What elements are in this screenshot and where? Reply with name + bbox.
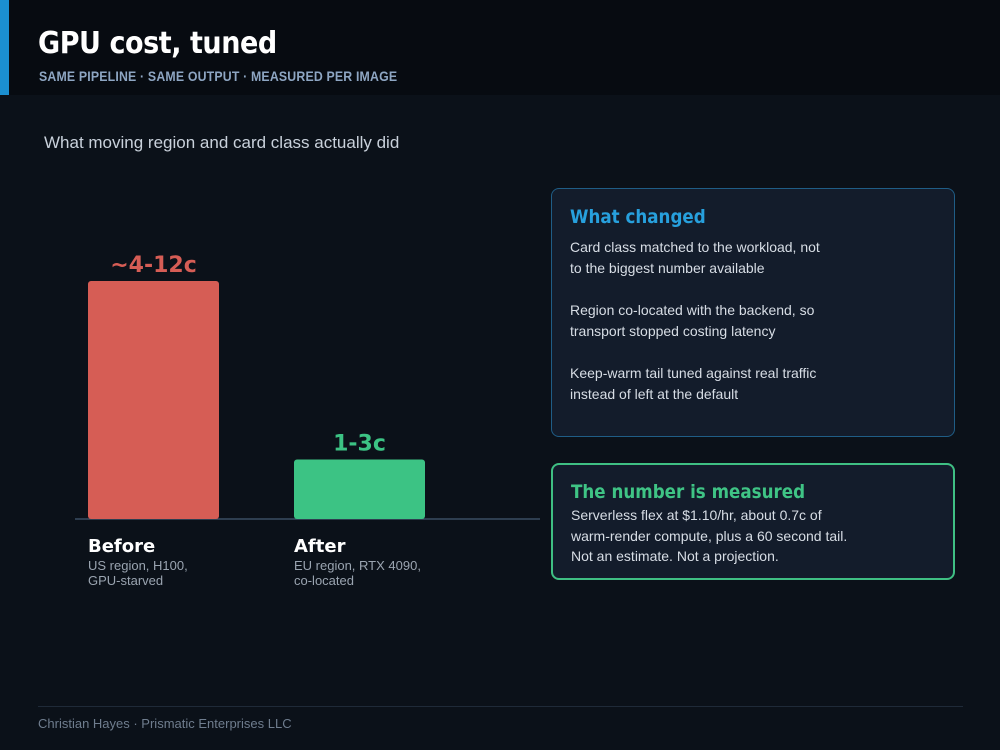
category-description-before: US region, H100, (88, 558, 188, 573)
header-accent-bar (0, 0, 9, 95)
what-changed-paragraph: Keep-warm tail tuned against real traffi… (570, 363, 936, 405)
paragraph-line: instead of left at the default (570, 386, 739, 402)
paragraph-line: to the biggest number available (570, 260, 765, 276)
category-description-before: GPU-starved (88, 573, 163, 588)
header-bar: GPU cost, tuned SAME PIPELINE · SAME OUT… (0, 0, 1000, 95)
category-description-after: co-located (294, 573, 354, 588)
page-subtitle: SAME PIPELINE · SAME OUTPUT · MEASURED P… (39, 68, 398, 84)
bar-value-label-after: 1-3c (333, 431, 386, 456)
what-changed-heading: What changed (570, 206, 706, 228)
number-measured-text: Serverless flex at $1.10/hr, about 0.7c … (571, 505, 935, 567)
number-measured-heading: The number is measured (571, 481, 806, 503)
paragraph-line: transport stopped costing latency (570, 323, 776, 339)
chart-caption: What moving region and card class actual… (44, 133, 400, 152)
what-changed-paragraph: Region co-located with the backend, so t… (570, 300, 936, 342)
paragraph-line: Card class matched to the workload, not (570, 239, 820, 255)
bar-value-label-before: ~4-12c (110, 253, 197, 278)
bar-before (88, 280, 219, 519)
bar-after (294, 459, 425, 519)
number-measured-card: The number is measured Serverless flex a… (551, 463, 955, 580)
paragraph-line: Region co-located with the backend, so (570, 302, 815, 318)
measured-line: warm-render compute, plus a 60 second ta… (571, 527, 848, 544)
category-description-after: EU region, RTX 4090, (294, 558, 421, 573)
what-changed-card: What changed Card class matched to the w… (551, 188, 955, 437)
paragraph-line: Keep-warm tail tuned against real traffi… (570, 365, 817, 381)
what-changed-paragraph: Card class matched to the workload, not … (570, 237, 936, 279)
measured-line: Not an estimate. Not a projection. (571, 548, 779, 564)
footer-divider (38, 706, 963, 707)
measured-line: Serverless flex at $1.10/hr, about 0.7c … (571, 507, 822, 523)
category-label-before: Before (88, 536, 155, 557)
footer-credit: Christian Hayes · Prismatic Enterprises … (38, 716, 292, 731)
category-label-after: After (294, 536, 346, 557)
page-title: GPU cost, tuned (38, 26, 277, 61)
